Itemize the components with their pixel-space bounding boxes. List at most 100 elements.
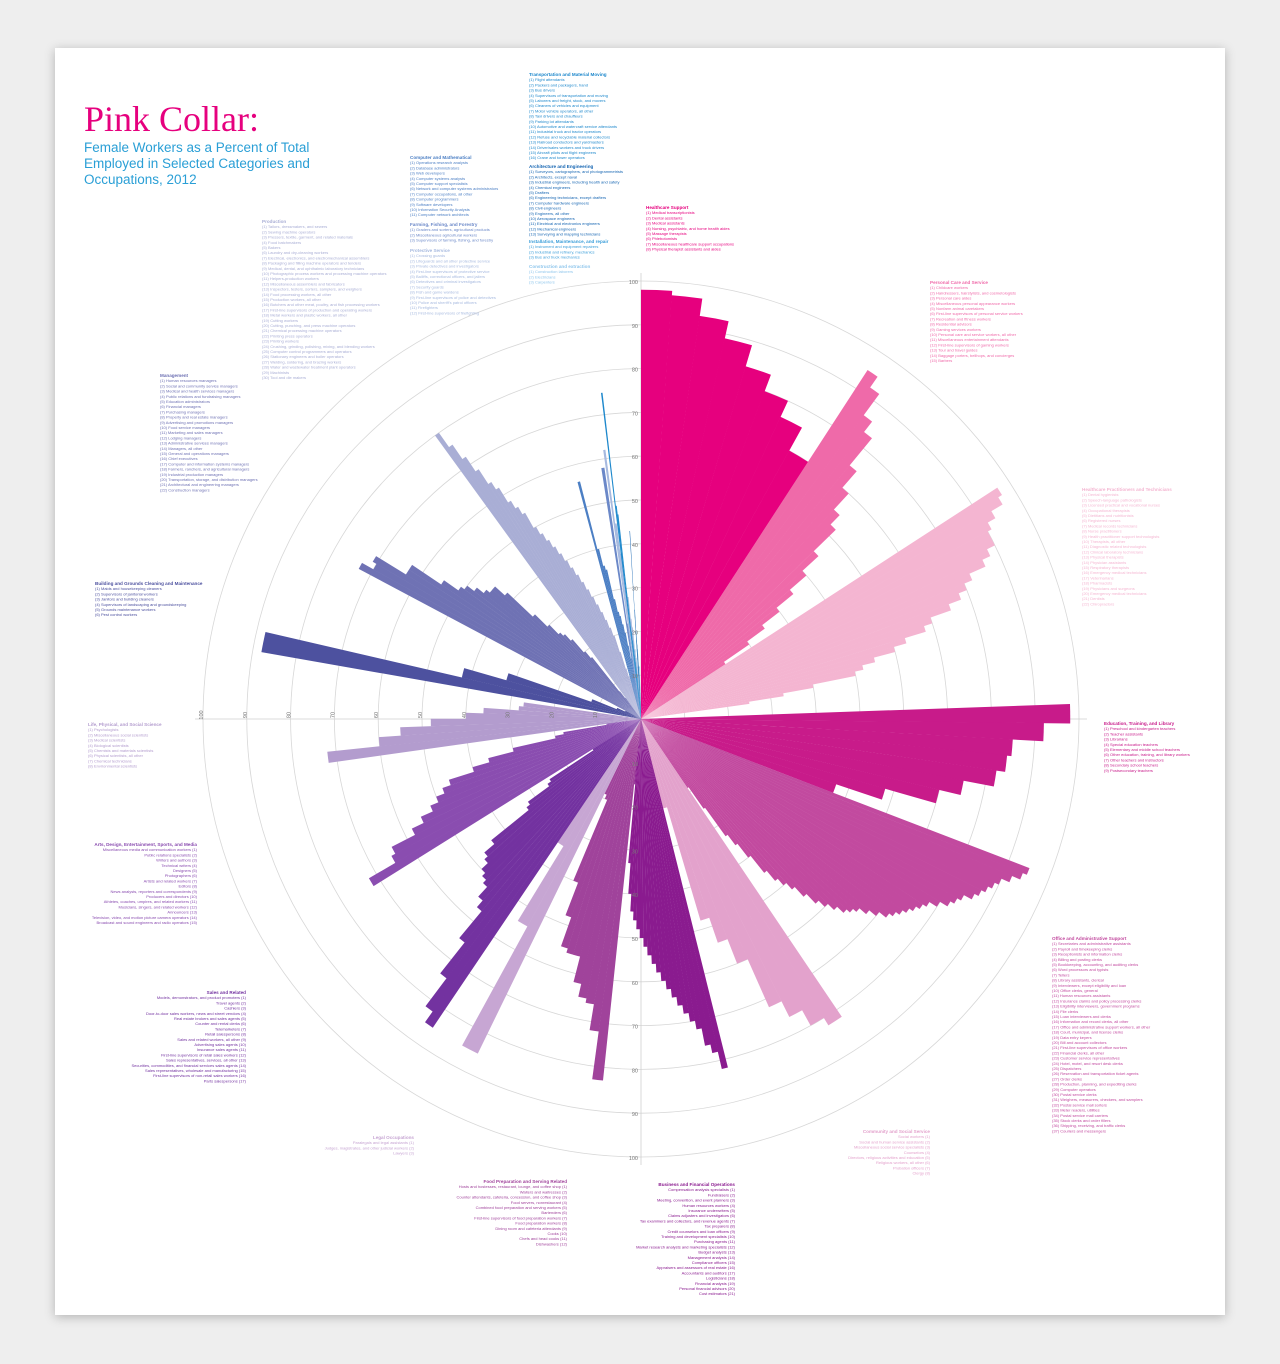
- category-item: Designers (5): [173, 868, 198, 873]
- bar-wedge: [483, 589, 641, 719]
- bar-wedge: [641, 617, 933, 719]
- category-item: (6) Registered nurses: [1082, 518, 1120, 523]
- category-item: (7) Other teachers and instructors: [1104, 757, 1164, 762]
- ring-tick-label: 40: [632, 543, 638, 549]
- category-bars: [629, 530, 641, 719]
- bar-wedge: [641, 704, 1071, 724]
- category-item: (5) Elementary and middle school teacher…: [1104, 747, 1180, 752]
- bar-wedge: [641, 719, 689, 788]
- bar-wedge: [641, 719, 803, 1017]
- category-item: News analysts, reporters and corresponde…: [111, 889, 198, 894]
- bar-wedge: [609, 627, 641, 719]
- bar-wedge: [261, 632, 641, 719]
- category-item: Social and human service assistants (2): [859, 1139, 930, 1144]
- bar-wedge: [630, 658, 641, 719]
- category-item: Chefs and head cooks (11): [519, 1236, 567, 1241]
- bar-wedge: [576, 574, 641, 719]
- category-item: (4) Public relations and fundraising man…: [160, 394, 241, 399]
- category-item: Social workers (1): [898, 1134, 931, 1139]
- category-item: (8) Packaging and filling machine operat…: [262, 261, 361, 266]
- bar-wedge: [552, 546, 641, 719]
- category-item: Writers and authors (3): [156, 858, 197, 863]
- category-item: (5) Bakers: [262, 245, 280, 250]
- bar-wedge: [628, 645, 641, 719]
- bar-wedge: [488, 719, 641, 763]
- category-item: (8) Nurse practitioners: [1082, 529, 1122, 534]
- bar-wedge: [489, 589, 641, 719]
- bar-wedge: [625, 710, 641, 719]
- bar-wedge: [619, 615, 641, 719]
- bar-wedge: [641, 719, 689, 1014]
- category-bars: [641, 719, 1030, 918]
- category-legend: Arts, Design, Entertainment, Sports, and…: [92, 842, 198, 925]
- bar-wedge: [563, 634, 641, 719]
- category-item: (9) Postsecondary teachers: [1104, 768, 1153, 773]
- bar-wedge: [641, 719, 751, 858]
- category-item: (1) Human resources managers: [160, 378, 216, 383]
- category-item: (1) Preschool and kindergarten teachers: [1104, 726, 1175, 731]
- bar-wedge: [596, 604, 641, 719]
- bar-wedge: [639, 666, 641, 719]
- category-item: (8) Physical therapist assistants and ai…: [646, 247, 721, 252]
- category-item: Compliance officers (15): [692, 1260, 736, 1265]
- bar-wedge: [641, 719, 1008, 772]
- ring-tick-label: 60: [374, 712, 380, 718]
- category-item: (9) Gaming services workers: [930, 327, 981, 332]
- category-item: Bartenders (6): [541, 1210, 567, 1215]
- bar-wedge: [641, 719, 989, 893]
- ring-tick-label: 10: [632, 674, 638, 680]
- category-item: (16) Information and record clerks, all …: [1052, 1019, 1129, 1024]
- bar-wedge: [641, 719, 738, 846]
- bar-wedge: [559, 553, 641, 719]
- bar-wedge: [641, 719, 847, 913]
- bar-wedge: [458, 586, 641, 719]
- category-item: (10) Photographic process workers and pr…: [262, 271, 387, 276]
- category-heading: Sales and Related: [207, 990, 247, 995]
- bar-wedge: [484, 719, 641, 864]
- category-bars: [641, 370, 880, 719]
- category-item: (9) Interviewers, except eligibility and…: [1052, 983, 1126, 988]
- bar-wedge: [641, 431, 872, 719]
- category-item: (17) Computer and information systems ma…: [160, 461, 249, 466]
- category-item: (3) Web developers: [410, 171, 445, 176]
- category-bars: [641, 719, 842, 1026]
- ring-tick-label: 90: [243, 712, 249, 718]
- category-item: Television, video, and motion picture ca…: [92, 915, 198, 920]
- category-item: (5) Bookkeeping, accounting, and auditin…: [1052, 962, 1138, 967]
- category-item: Market research analysts and marketing s…: [636, 1244, 736, 1249]
- bar-layer: [261, 289, 1071, 1081]
- bar-wedge: [641, 719, 842, 1026]
- category-item: (10) Therapists, all other: [1082, 539, 1126, 544]
- category-item: (6) Laundry and dry-cleaning workers: [262, 250, 328, 255]
- bar-wedge: [640, 701, 641, 719]
- bar-wedge: [639, 675, 641, 719]
- category-item: (15) Loan interviewers and clerks: [1052, 1014, 1111, 1019]
- category-item: (6) Phlebotomists: [646, 236, 677, 241]
- category-legend: Transportation and Material Moving(1) Fl…: [529, 72, 617, 160]
- bar-wedge: [435, 432, 641, 719]
- category-item: (3) Carpenters: [529, 280, 555, 285]
- category-item: (10) Police and sheriff's patrol officer…: [410, 300, 477, 305]
- bar-wedge: [586, 589, 641, 719]
- bar-wedge: [441, 580, 641, 719]
- category-item: (3) Janitors and building cleaners: [95, 597, 154, 602]
- category-heading: Installation, Maintenance, and repair: [529, 239, 609, 244]
- category-item: (7) Tellers: [1052, 972, 1070, 977]
- bar-wedge: [601, 467, 641, 719]
- category-item: (5) Chemists and materials scientists: [88, 748, 153, 753]
- category-item: (8) Secondary school teachers: [1104, 763, 1158, 768]
- category-heading: Legal Occupations: [373, 1135, 415, 1140]
- category-item: (6) Word processors and typists: [1052, 967, 1108, 972]
- bar-wedge: [641, 465, 857, 719]
- bar-wedge: [604, 719, 641, 795]
- category-item: Sales representatives, services, all oth…: [166, 1058, 247, 1063]
- ring-tick-label: 100: [199, 710, 205, 719]
- category-item: (2) Payroll and timekeeping clerks: [1052, 946, 1112, 951]
- bar-wedge: [476, 719, 641, 912]
- bar-wedge: [546, 539, 641, 719]
- bar-wedge: [372, 556, 641, 719]
- bar-wedge: [638, 662, 641, 719]
- bar-wedge: [639, 697, 641, 719]
- category-item: (22) Printing press operators: [262, 333, 313, 338]
- bar-wedge: [578, 719, 641, 999]
